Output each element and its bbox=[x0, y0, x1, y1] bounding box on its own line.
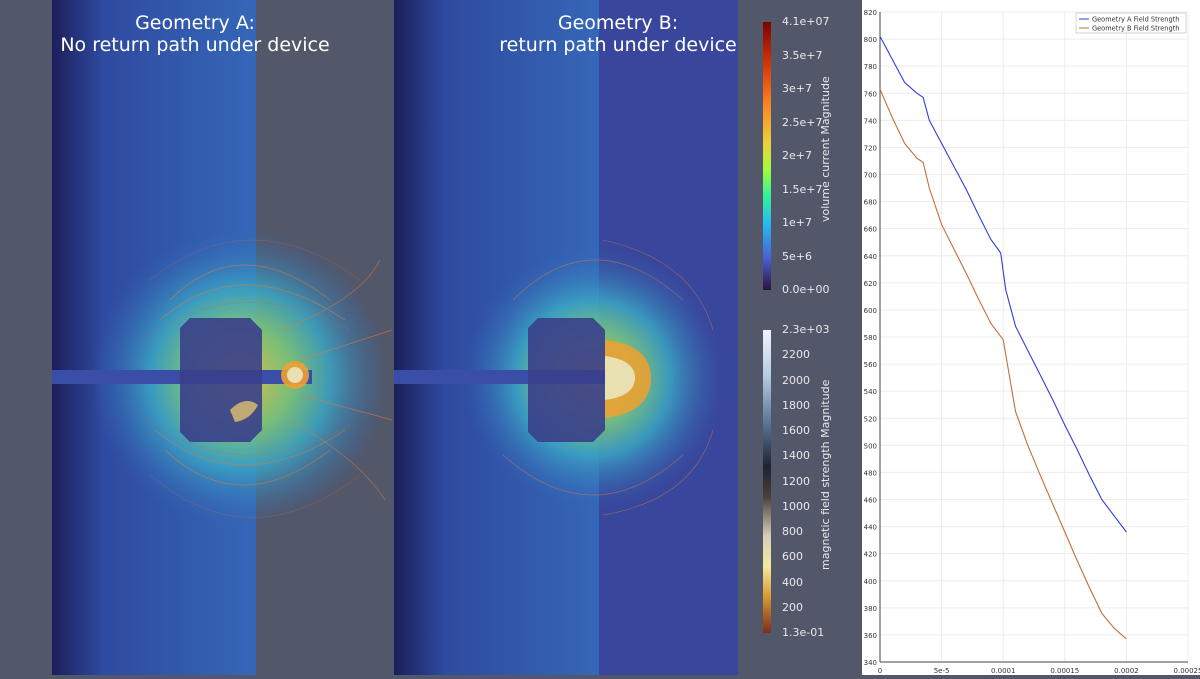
viewport-b-title: Geometry B: return path under device bbox=[493, 12, 743, 56]
colorbar-current-label: 4.1e+07 bbox=[782, 15, 830, 28]
line-chart: 340 360 380 400 420 440 460 480 500 520 540 560 580 6… bbox=[864, 9, 1200, 675]
colorbar-field-label: 1800 bbox=[782, 398, 810, 412]
colorbar-field-label: 400 bbox=[782, 575, 803, 589]
colorbar-current-label: 3.5e+7 bbox=[782, 48, 823, 62]
colorbar-field-gradient bbox=[763, 330, 771, 633]
y-tick-label: 580 bbox=[864, 334, 877, 342]
colorbar-current-title: volume current Magnitude bbox=[819, 76, 832, 222]
y-tick-label: 800 bbox=[864, 36, 877, 44]
colorbar-field-label: 2000 bbox=[782, 373, 810, 387]
y-tick-label: 560 bbox=[864, 361, 877, 369]
y-tick-label: 740 bbox=[864, 117, 877, 125]
viewport-a-title: Geometry A: No return path under device bbox=[50, 12, 340, 56]
y-tick-label: 720 bbox=[864, 144, 877, 152]
colorbar-current-label: 1.5e+7 bbox=[782, 182, 823, 196]
field-plot-b bbox=[393, 0, 862, 675]
colorbar-current-label: 2e+7 bbox=[782, 149, 812, 162]
y-tick-label: 400 bbox=[864, 578, 877, 586]
y-tick-label: 340 bbox=[864, 659, 877, 667]
colorbar-field-label: 1400 bbox=[782, 449, 810, 463]
y-tick-label: 480 bbox=[864, 469, 877, 477]
field-plot-a bbox=[0, 0, 393, 675]
colorbar-field-label: 1600 bbox=[782, 424, 810, 437]
colorbar-field-label: 1200 bbox=[782, 474, 810, 488]
x-tick-label: 0.00015 bbox=[1050, 667, 1079, 675]
y-tick-label: 780 bbox=[864, 63, 877, 71]
y-tick-label: 660 bbox=[864, 226, 877, 234]
y-tick-label: 420 bbox=[864, 551, 877, 559]
y-tick-label: 460 bbox=[864, 497, 877, 505]
y-tick-label: 620 bbox=[864, 280, 877, 288]
viewport-b-title-line2: return path under device bbox=[499, 34, 737, 56]
series-line-geometry-a bbox=[879, 36, 1127, 533]
y-tick-label: 600 bbox=[864, 307, 877, 315]
colorbar-current-label: 0.0e+00 bbox=[782, 283, 830, 296]
colorbar-current-gradient bbox=[763, 22, 771, 290]
y-tick-label: 380 bbox=[864, 605, 877, 613]
viewport-geometry-b[interactable]: Geometry B: return path under device bbox=[393, 0, 862, 675]
y-tick-label: 760 bbox=[864, 90, 877, 98]
y-tick-label: 500 bbox=[864, 442, 877, 450]
y-tick-label: 640 bbox=[864, 253, 877, 261]
x-tick-label: 0.00025 bbox=[1174, 667, 1200, 675]
x-tick-label: 0 bbox=[878, 667, 882, 675]
legend-entry: Geometry B Field Strength bbox=[1092, 25, 1179, 33]
viewport-a-title-line1: Geometry A: bbox=[135, 12, 255, 34]
viewport-geometry-a[interactable]: Geometry A: No return path under device bbox=[0, 0, 393, 675]
x-tick-label: 5e-5 bbox=[934, 667, 950, 675]
y-tick-label: 820 bbox=[864, 9, 877, 17]
colorbar-current-label: 3e+7 bbox=[782, 82, 812, 95]
colorbar-field-label: 2200 bbox=[782, 348, 810, 362]
x-tick-label: 0.0002 bbox=[1114, 667, 1139, 675]
colorbar-current-label: 2.5e+7 bbox=[782, 115, 823, 129]
legend-entry: Geometry A Field Strength bbox=[1092, 16, 1179, 24]
colorbar-field-title: magnetic field strength Magnitude bbox=[819, 379, 832, 570]
y-tick-label: 440 bbox=[864, 524, 877, 532]
viewport-b-title-line1: Geometry B: bbox=[557, 12, 679, 34]
x-tick-label: 0.0001 bbox=[991, 667, 1016, 675]
colorbar-field-label: 200 bbox=[782, 600, 803, 614]
colorbar-field-label: 1.3e-01 bbox=[782, 626, 825, 639]
viewport-a-title-line2: No return path under device bbox=[60, 34, 330, 56]
legend-box bbox=[1075, 12, 1187, 34]
colorbar-field-label: 2.3e+03 bbox=[782, 323, 830, 336]
y-tick-label: 700 bbox=[864, 172, 877, 180]
colorbar-current-label: 5e+6 bbox=[782, 249, 812, 263]
colorbar-field-label: 600 bbox=[782, 550, 803, 564]
series-line-geometry-b bbox=[879, 88, 1127, 640]
y-tick-label: 680 bbox=[864, 199, 877, 207]
y-tick-label: 540 bbox=[864, 388, 877, 396]
y-tick-label: 360 bbox=[864, 632, 877, 640]
colorbar-current-label: 1e+7 bbox=[782, 216, 812, 229]
colorbar-field-label: 800 bbox=[782, 525, 803, 538]
line-chart-panel[interactable]: 340 360 380 400 420 440 460 480 500 520 540 560 580 6… bbox=[862, 0, 1200, 675]
y-tick-label: 520 bbox=[864, 415, 877, 423]
colorbar-field-label: 1000 bbox=[782, 499, 810, 513]
